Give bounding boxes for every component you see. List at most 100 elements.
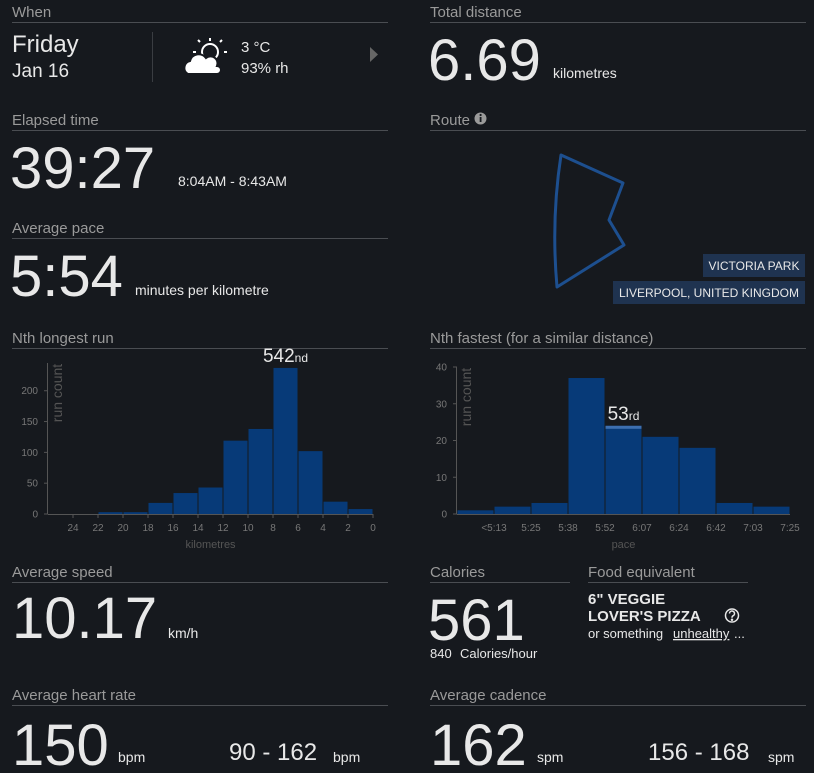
x-tick-label: 6:07 [632, 523, 652, 534]
bar [605, 425, 642, 514]
y-tick-label: 0 [441, 510, 447, 521]
x-tick-label: 22 [92, 523, 104, 534]
x-axis-label: pace [612, 539, 636, 551]
calories-value: 561 [428, 588, 525, 653]
rank: 542 [263, 346, 295, 367]
park: VICTORIA PARK [709, 259, 800, 273]
food-link[interactable]: unhealthy [673, 626, 730, 641]
x-tick-label: 7:25 [780, 523, 800, 534]
elapsed-value: 39:27 [10, 136, 155, 201]
speed-unit: km/h [168, 625, 198, 641]
rank-suffix: nd [295, 351, 308, 365]
bar [298, 451, 323, 514]
bar [753, 506, 790, 514]
section-label: Average cadence [430, 687, 546, 704]
y-tick-label: 100 [21, 448, 38, 459]
section-label: Total distance [430, 4, 522, 21]
highlight-stripe [605, 425, 642, 429]
rank: 53 [608, 404, 629, 425]
section-label: Calories [430, 564, 485, 581]
bar [98, 512, 123, 514]
x-tick-label: 5:52 [595, 523, 615, 534]
location-badge [613, 281, 805, 304]
x-tick-label: 5:25 [521, 523, 541, 534]
calories-rate-unit: Calories/hour [460, 646, 538, 661]
x-axis-label: kilometres [185, 539, 236, 551]
x-tick-label: 24 [67, 523, 79, 534]
bar [568, 378, 605, 514]
speed-value: 10.17 [12, 586, 157, 651]
heart-rate-unit: bpm [118, 749, 145, 765]
info-icon[interactable] [474, 112, 487, 125]
elapsed-range: 8:04AM - 8:43AM [178, 173, 287, 189]
cadence-range: 156 - 168 [648, 739, 749, 766]
food-item: LOVER'S PIZZA [588, 608, 701, 625]
y-axis-label: run count [458, 368, 474, 426]
pace-value: 5:54 [10, 244, 123, 309]
y-tick-label: 20 [436, 436, 448, 447]
bar [198, 487, 223, 514]
bar [323, 501, 348, 514]
bar [123, 512, 148, 514]
bar [348, 509, 373, 514]
heart-rate-range: 90 - 162 [229, 739, 317, 766]
x-tick-label: 12 [217, 523, 229, 534]
cadence-unit: spm [537, 749, 563, 765]
distance-unit: kilometres [553, 65, 617, 81]
section-label: When [12, 4, 51, 21]
section-label: Average pace [12, 220, 104, 237]
calories-rate: 840 [430, 646, 452, 661]
x-tick-label: 2 [345, 523, 351, 534]
bar [457, 510, 494, 514]
bar [248, 428, 273, 514]
x-tick-label: 0 [370, 523, 376, 534]
date: Jan 16 [12, 61, 69, 82]
section-label: Nth longest run [12, 330, 114, 347]
x-tick-label: 14 [192, 523, 204, 534]
bar [642, 436, 679, 514]
y-tick-label: 200 [21, 386, 38, 397]
heart-rate-value: 150 [12, 713, 109, 773]
heart-rate-range-unit: bpm [333, 749, 360, 765]
bar [531, 502, 568, 514]
x-tick-label: 10 [242, 523, 254, 534]
cadence-range-unit: spm [768, 749, 794, 765]
y-tick-label: 50 [27, 479, 39, 490]
rank-suffix: rd [629, 409, 640, 423]
bar [716, 502, 753, 514]
park-badge [703, 254, 805, 277]
temperature: 3 °C [241, 39, 271, 56]
cadence-value: 162 [430, 713, 527, 773]
x-tick-label: <5:13 [481, 523, 507, 534]
food-item: 6" VEGGIE [588, 591, 665, 608]
x-tick-label: 4 [320, 523, 326, 534]
x-tick-label: 7:03 [743, 523, 763, 534]
x-tick-label: 8 [270, 523, 276, 534]
y-tick-label: 40 [436, 363, 448, 374]
section-label: Average heart rate [12, 687, 136, 704]
x-tick-label: 6 [295, 523, 301, 534]
x-tick-label: 6:24 [669, 523, 689, 534]
y-tick-label: 10 [436, 473, 448, 484]
section-label: Elapsed time [12, 112, 99, 129]
food-note: or something [588, 626, 663, 641]
x-tick-label: 6:42 [706, 523, 726, 534]
section-label: Nth fastest (for a similar distance) [430, 330, 653, 347]
section-label: Food equivalent [588, 564, 696, 581]
help-icon[interactable] [724, 608, 740, 623]
x-tick-label: 5:38 [558, 523, 578, 534]
x-tick-label: 16 [167, 523, 179, 534]
bar [148, 502, 173, 514]
bar [679, 447, 716, 514]
bar [494, 506, 531, 514]
next-arrow[interactable] [370, 47, 378, 62]
x-tick-label: 18 [142, 523, 154, 534]
food-ellipsis: ... [734, 626, 745, 641]
day: Friday [12, 31, 79, 58]
section-label: Average speed [12, 564, 113, 581]
bar [173, 493, 198, 514]
x-tick-label: 20 [117, 523, 129, 534]
rank-label: 542nd [263, 346, 308, 367]
section-label: Route [430, 112, 470, 129]
location: LIVERPOOL, UNITED KINGDOM [619, 286, 799, 300]
